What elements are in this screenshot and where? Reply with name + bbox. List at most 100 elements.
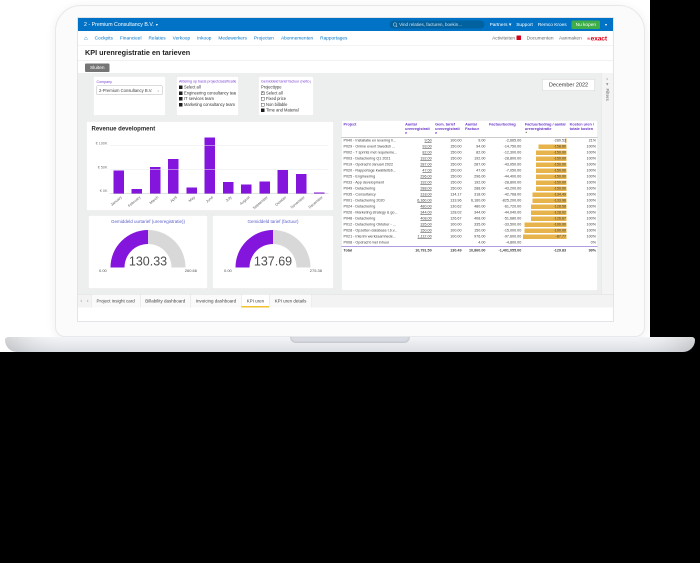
filter-option-time-and-material[interactable]: Time and Material [261,108,311,113]
nav-item-verkoop[interactable]: Verkoop [172,35,191,41]
revenue-bar[interactable] [241,184,252,194]
revenue-bar[interactable] [149,166,161,194]
close-button[interactable]: Sluiten [85,63,110,72]
hours-link[interactable]: 288.00 [420,186,432,191]
projecttype-sublabel: Projecttype [261,85,282,90]
nav-item-financieel[interactable]: Financieel [119,35,142,41]
nav-item-projecten[interactable]: Projecten [253,35,274,41]
revenue-bar[interactable] [186,187,197,194]
filter-option-non-billable[interactable]: Non billable [261,102,311,107]
column-header-3[interactable]: Aantal Factuur [465,122,480,131]
revenue-bar[interactable] [295,174,307,194]
revenue-bar[interactable] [131,188,143,194]
hours-link[interactable]: 287.00 [420,162,432,167]
ratio-value: -128.02 [553,210,567,215]
column-header-1[interactable]: Aantal urenregistratie [405,122,430,136]
nav-item-cockpits[interactable]: Cockpits [94,35,113,41]
filter-option-select-all[interactable]: Select all [179,85,236,90]
filter-option-select-all[interactable]: ✕ Select all [261,91,311,95]
revenue-bar[interactable] [113,170,124,194]
filter-option-marketing-consultancy-team[interactable]: Marketing consultancy team [179,102,236,107]
tab-project-insight-card[interactable]: Project insight card [91,294,141,308]
column-header-6[interactable]: Kosten uren / totale kosten [569,122,594,131]
tabs-prev-icon[interactable]: ‹ [80,298,83,304]
filter-option-fixed-price[interactable]: Fixed price [261,97,311,101]
nav-item-abonnementen[interactable]: Abonnementen [280,35,314,41]
hours-link[interactable]: 93.00 [422,144,432,149]
nav-item-rapportages[interactable]: Rapportages [320,35,348,41]
tab-billability-dashboard[interactable]: Billability dashboard [140,294,191,308]
column-header-5[interactable]: Factuurbedrag / aantal urenregistratie ▲ [524,122,566,135]
column-header-4[interactable]: Factuurbedrag [489,122,516,127]
home-icon[interactable]: ⌂ [84,34,88,42]
value-cell: 150.00 [450,186,462,191]
value-cell: 4.00 [478,240,486,245]
nav-right-activiteiten[interactable]: Activiteiten [492,35,522,41]
company-title[interactable]: 2 - Premium Consultancy B.V. [84,21,154,28]
hours-link[interactable]: 318.00 [420,192,432,197]
revenue-bar[interactable] [314,192,325,194]
tab-kpi-uren-details[interactable]: KPI uren details [269,294,312,308]
value-cell: 288.00 [403,186,433,192]
column-header-0[interactable]: Project [343,122,357,127]
laptop-trackpad-notch [290,337,410,343]
buy-now-button[interactable]: Nu kopen [571,20,600,29]
period-selector[interactable]: December 2022 [542,79,595,91]
nav-item-inkoop[interactable]: Inkoop [197,35,212,41]
hours-link[interactable]: 47.00 [422,168,432,173]
project-cell: P002 - 7 sprints met requireme... [343,150,398,155]
table-row: P035 - Consultancy 318.00 134.17 318.00 -42,… [342,192,598,198]
value-cell: 344.00 [474,210,486,215]
bar-slot-december: December [308,137,328,210]
tab-kpi-uren[interactable]: KPI uren [241,294,270,308]
hours-link[interactable]: 82.00 [422,150,432,155]
table-row: P048 - Detachering 408.00 126.67 408.00 -51,… [342,216,598,222]
x-axis-tick-label: January [109,195,123,208]
hours-link[interactable]: 192.00 [420,180,432,185]
table-row: P040 - Installatie en levering h... 9.50 1… [342,138,598,144]
nav-item-medewerkers[interactable]: Medewerkers [218,35,247,41]
revenue-bar[interactable] [277,169,289,194]
topbar-link-partners[interactable]: Partners ▾ [489,21,512,28]
nav-right-aanmaken[interactable]: Aanmaken [559,35,582,41]
revenue-bar[interactable] [222,182,234,194]
company-select[interactable]: 2-Premium Consultancy B.V. ⌄ [96,85,163,95]
revenue-bar[interactable] [204,137,216,194]
buy-menu-caret-icon[interactable]: ▾ [604,22,607,27]
table-row: P033 - App development 192.00 150.00 192.00… [342,180,598,186]
column-header-2[interactable]: Gem. tarief urenregistratie [435,122,460,136]
value-cell: 408.00 [474,216,486,221]
topbar-link-remco-kroes[interactable]: Remco Kroes [537,21,567,28]
project-cell: Total [343,248,353,253]
hours-link[interactable]: 1,112.00 [417,234,432,239]
hours-link[interactable]: 296.00 [420,174,432,179]
data-bar [536,180,567,185]
hours-link[interactable]: 9.50 [424,138,432,143]
search-input[interactable]: Vind relaties, facturen, boekin... [389,20,485,29]
filter-option-it-services-team[interactable]: IT services team [179,97,236,101]
value-cell: 150.00 [450,144,462,149]
hours-link[interactable]: 150.00 [420,228,432,233]
filter-option-engineering-consultancy-team[interactable]: Engineering consultancy team [179,91,236,95]
hours-link[interactable]: 6,160.00 [417,198,432,203]
projects-table-card: Project Aantal urenregistratie Gem. tarief… [341,120,598,291]
hours-link[interactable]: 408.00 [420,216,432,221]
nav-item-relaties[interactable]: Relaties [148,35,166,41]
project-cell: P026 - Marketing strategy & go... [343,210,398,215]
revenue-bar[interactable] [259,181,270,194]
hours-link[interactable]: 192.00 [420,156,432,161]
topbar-link-support[interactable]: Support [516,21,533,28]
hours-link[interactable]: 480.00 [420,204,432,209]
hours-link[interactable]: 335.00 [420,222,432,227]
value-cell: 100% [586,180,596,185]
tabs-next-icon[interactable]: › [86,298,89,304]
tab-invoicing-dashboard[interactable]: Invoicing dashboard [190,294,242,308]
laptop-screen: 2 - Premium Consultancy B.V. ▾ Vind rela… [77,17,614,322]
nav-right-documenten[interactable]: Documenten [526,35,554,41]
revenue-bar[interactable] [168,158,179,194]
value-cell: 130.62 [450,204,462,209]
hours-link[interactable]: 344.00 [420,210,432,215]
project-cell: P035 - Consultancy [343,192,376,197]
value-cell: 100% [586,144,596,149]
filters-pane-toggle[interactable]: « ▼ Filters [601,73,613,294]
